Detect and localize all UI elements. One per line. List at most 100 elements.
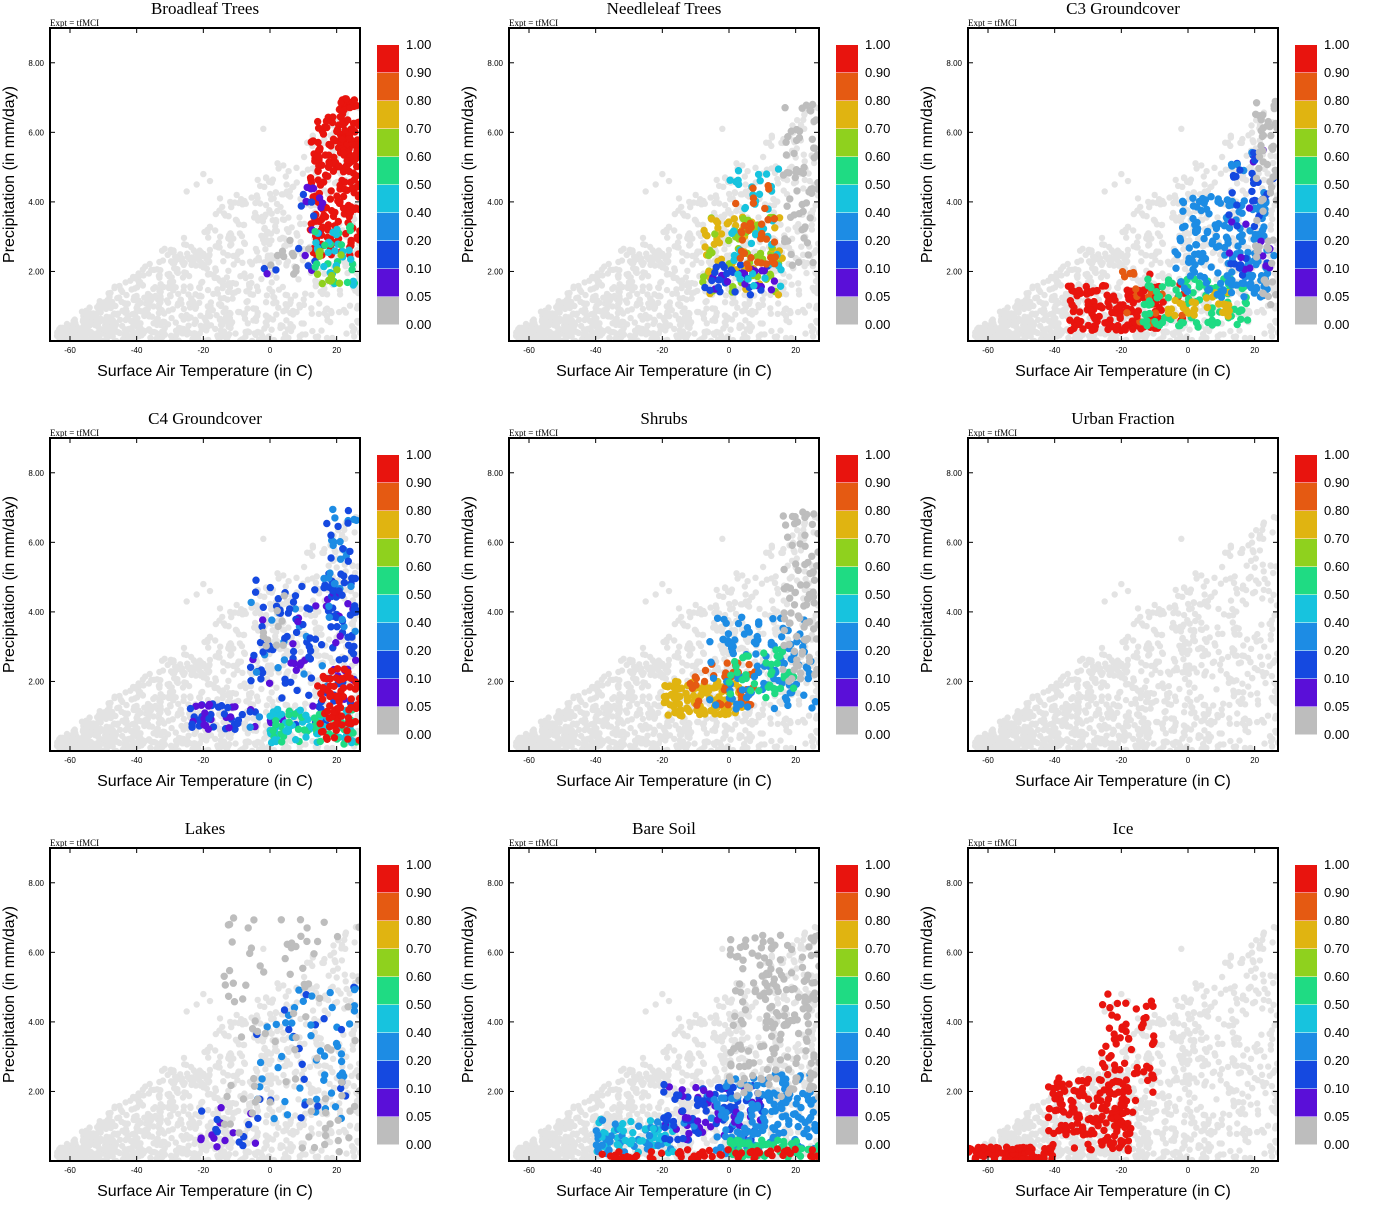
expt-label: Expt = tfMCI <box>509 18 558 28</box>
background-point <box>1138 258 1144 264</box>
background-point <box>676 234 682 240</box>
background-point <box>204 227 210 233</box>
background-point <box>656 247 662 253</box>
data-point <box>750 195 757 202</box>
data-point <box>330 136 337 143</box>
background-point <box>720 184 726 190</box>
data-point <box>307 185 314 192</box>
background-point <box>619 319 625 325</box>
data-point <box>771 278 778 285</box>
data-point <box>1235 243 1242 250</box>
data-point <box>345 157 352 164</box>
data-point <box>1067 297 1074 304</box>
background-point <box>290 184 296 190</box>
background-point <box>138 332 144 338</box>
background-point <box>802 158 808 164</box>
colorbar-label: 0.80 <box>406 93 431 108</box>
background-point <box>553 318 559 324</box>
background-point <box>801 152 807 158</box>
data-point <box>1270 237 1277 244</box>
background-point <box>207 178 213 184</box>
background-point <box>217 195 223 201</box>
data-point <box>353 172 360 179</box>
background-point <box>132 321 138 327</box>
background-point <box>1036 299 1042 305</box>
background-point <box>273 685 279 691</box>
background-point <box>243 288 249 294</box>
background-point <box>633 302 639 308</box>
data-point <box>337 113 344 120</box>
background-point <box>351 326 357 332</box>
data-point <box>715 225 722 232</box>
data-point <box>758 230 765 237</box>
background-point <box>1157 233 1163 239</box>
colorbar-swatch <box>836 129 858 157</box>
background-point <box>986 332 992 338</box>
background-point <box>695 221 701 227</box>
background-point <box>268 196 274 202</box>
background-point <box>652 181 658 187</box>
data-point <box>735 167 742 174</box>
background-point <box>723 292 729 298</box>
background-point <box>679 258 685 264</box>
background-point <box>155 315 161 321</box>
background-point <box>150 286 156 292</box>
background-point <box>298 649 304 655</box>
background-point <box>273 299 279 305</box>
background-point <box>1138 277 1144 283</box>
background-point <box>1179 184 1185 190</box>
data-point <box>789 262 796 269</box>
background-point <box>285 229 291 235</box>
colorbar-swatch <box>836 269 858 297</box>
background-point <box>727 196 733 202</box>
background-point <box>208 299 214 305</box>
data-point <box>323 118 330 125</box>
data-point <box>1260 159 1267 166</box>
data-point <box>1267 301 1274 308</box>
background-point <box>78 325 84 331</box>
background-point <box>655 257 661 263</box>
background-point <box>1074 273 1080 279</box>
background-point <box>147 261 153 267</box>
data-point <box>1156 293 1163 300</box>
background-point <box>1156 249 1162 255</box>
background-point <box>742 307 748 313</box>
background-point <box>581 310 587 316</box>
background-point <box>709 305 715 311</box>
background-point <box>591 321 597 327</box>
background-point <box>175 291 181 297</box>
background-point <box>562 316 568 322</box>
data-point <box>1260 208 1267 215</box>
background-point <box>1269 326 1275 332</box>
data-point <box>1259 227 1266 234</box>
data-point <box>1209 238 1216 245</box>
background-point <box>691 289 697 295</box>
data-point <box>1102 283 1109 290</box>
background-point <box>1040 310 1046 316</box>
data-point <box>1238 307 1245 314</box>
data-point <box>806 189 813 196</box>
background-point <box>637 325 643 331</box>
colorbar-label: 0.50 <box>865 177 890 192</box>
background-point <box>1027 299 1033 305</box>
background-point <box>181 241 187 247</box>
data-point <box>334 266 341 273</box>
background-point <box>160 257 166 263</box>
background-point <box>167 279 173 285</box>
background-point <box>285 578 291 584</box>
x-tick-label: -60 <box>64 346 76 355</box>
plot-area <box>972 98 1281 344</box>
background-point <box>276 259 282 265</box>
data-point <box>723 270 730 277</box>
data-point <box>715 284 722 291</box>
background-point <box>689 253 695 259</box>
data-point <box>1194 228 1201 235</box>
background-point <box>677 303 683 309</box>
background-point <box>760 320 766 326</box>
data-point <box>1268 184 1275 191</box>
background-point <box>318 327 324 333</box>
data-point <box>731 257 738 264</box>
data-point <box>747 291 754 298</box>
background-point <box>1000 334 1006 340</box>
background-point <box>690 261 696 267</box>
